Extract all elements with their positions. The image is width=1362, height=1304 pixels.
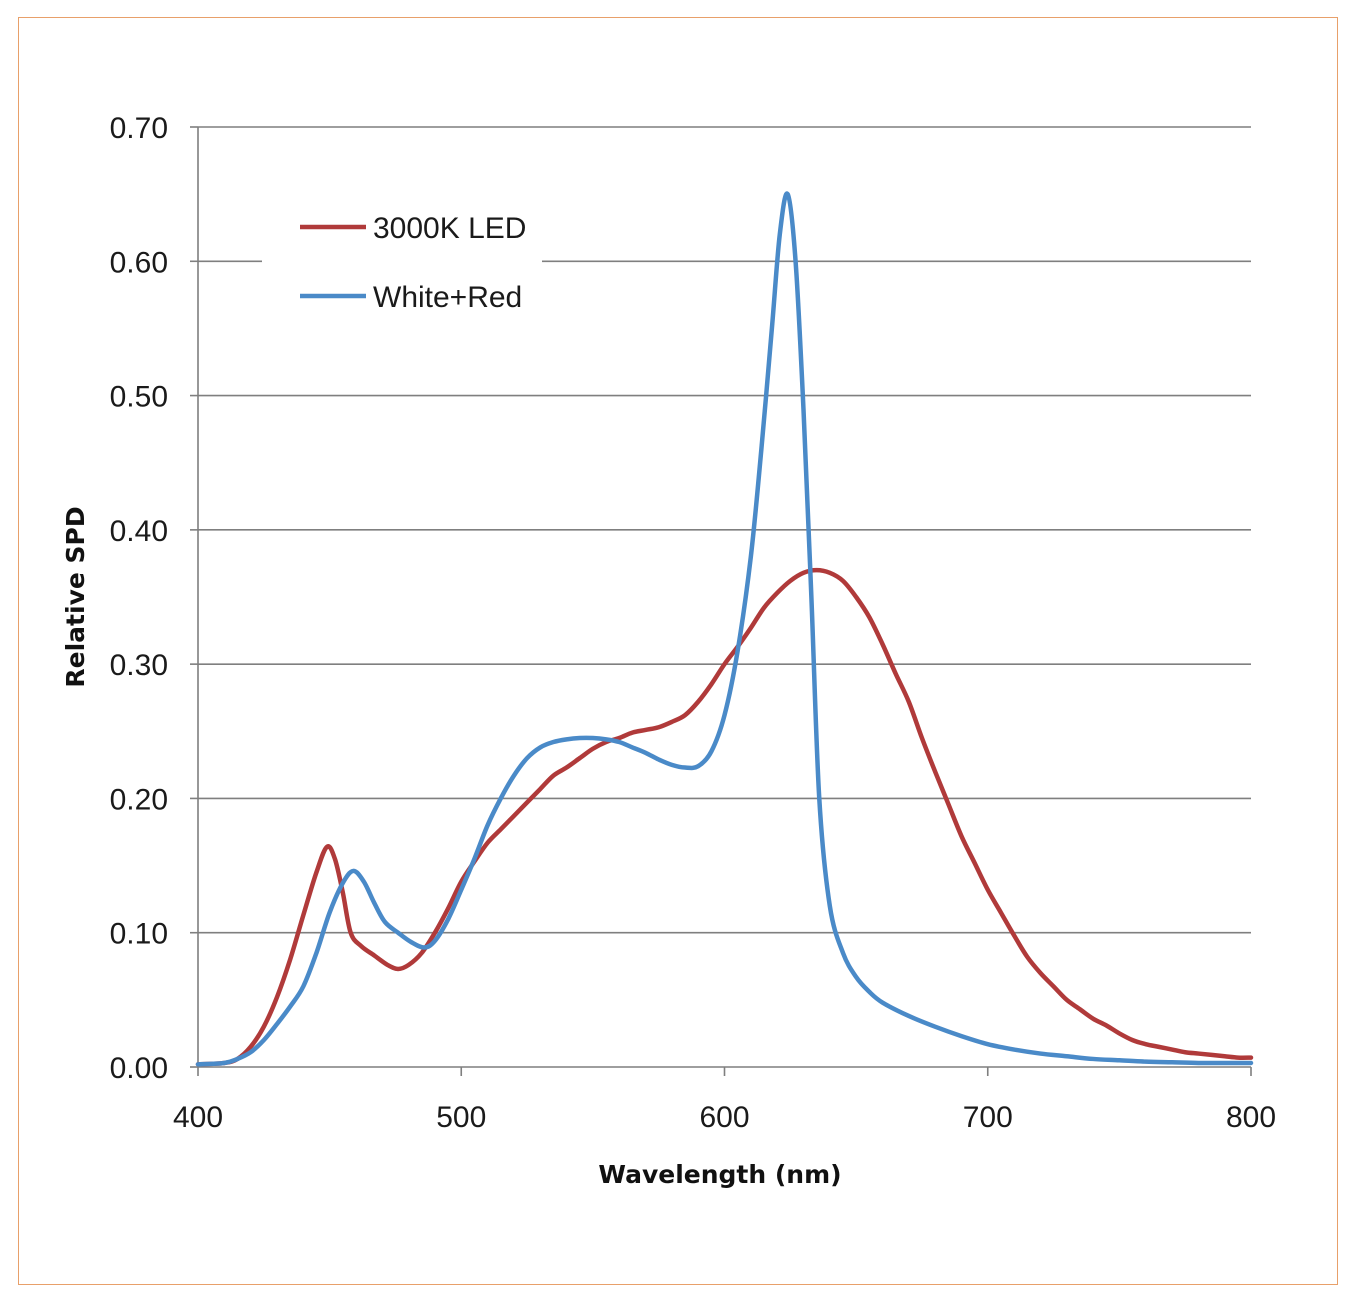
y-tick-label: 0.10 [110, 918, 168, 951]
x-tick-label: 800 [1226, 1101, 1276, 1134]
x-axis-title: Wavelength (nm) [598, 1160, 841, 1189]
y-tick-label: 0.00 [110, 1052, 168, 1085]
legend-background [262, 198, 542, 328]
y-tick-label: 0.30 [110, 649, 168, 682]
y-tick-label: 0.20 [110, 783, 168, 816]
legend-label-3000k-led: 3000K LED [373, 212, 526, 245]
series-lines [195, 191, 1254, 1067]
series-line-3000k-led [195, 567, 1254, 1067]
y-tick-label: 0.40 [110, 515, 168, 548]
figure-border [18, 17, 1338, 1285]
y-tick-label: 0.50 [110, 381, 168, 414]
x-tick-label: 400 [173, 1101, 223, 1134]
y-tick-labels: 0.00 0.10 0.20 0.30 0.40 0.50 0.60 0.70 [110, 112, 168, 1085]
y-tick-label: 0.70 [110, 112, 168, 145]
y-axis-title: Relative SPD [61, 506, 90, 687]
x-tick-label: 700 [963, 1101, 1013, 1134]
x-tick-label: 600 [699, 1101, 749, 1134]
legend: 3000K LED White+Red [300, 212, 526, 314]
y-tick-label: 0.60 [110, 246, 168, 279]
series-line-white-red [195, 191, 1254, 1067]
x-tick-label: 500 [436, 1101, 486, 1134]
legend-label-white-red: White+Red [373, 281, 522, 314]
x-tick-labels: 400 500 600 700 800 [173, 1067, 1276, 1134]
